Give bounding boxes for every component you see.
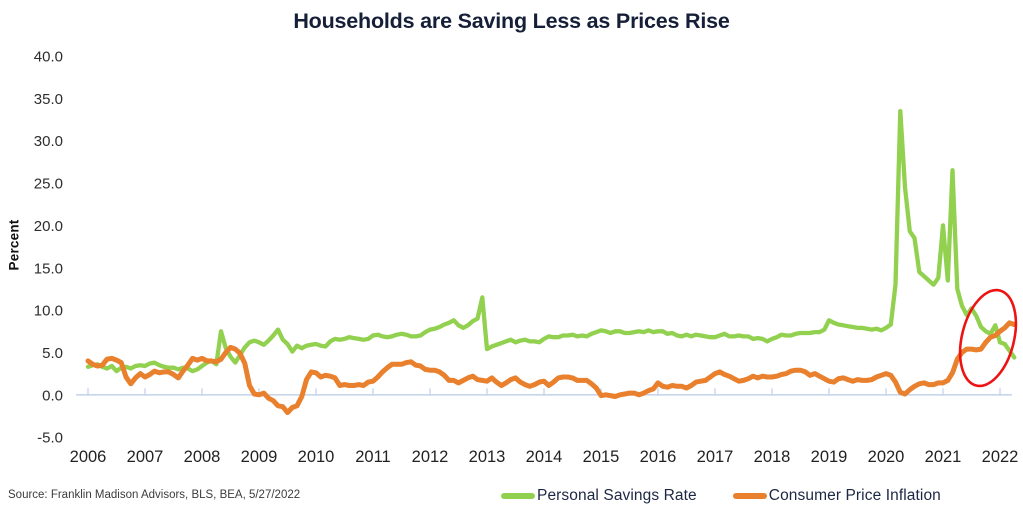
y-tick-label: 40.0	[34, 49, 63, 66]
x-tick-label: 2015	[583, 448, 620, 466]
legend-item-consumer-price-inflation: Consumer Price Inflation	[732, 487, 941, 505]
y-tick-label: 30.0	[34, 133, 63, 150]
legend-label: Personal Savings Rate	[537, 487, 697, 504]
x-tick-label: 2008	[184, 448, 221, 466]
x-tick-label: 2018	[754, 448, 791, 466]
x-tick-label: 2022	[982, 448, 1019, 466]
y-tick-label: 10.0	[34, 303, 63, 320]
y-tick-label: 0.0	[42, 387, 63, 404]
y-tick-label: 5.0	[42, 345, 63, 362]
y-tick-label: -5.0	[37, 430, 63, 447]
x-tick-label: 2010	[298, 448, 335, 466]
x-tick-label: 2012	[412, 448, 449, 466]
x-tick-label: 2019	[811, 448, 848, 466]
x-tick-label: 2011	[355, 448, 390, 466]
x-tick-label: 2007	[127, 448, 164, 466]
x-tick-label: 2021	[925, 448, 962, 466]
legend-line-swatch-orange	[732, 493, 767, 499]
x-tick-label: 2020	[868, 448, 905, 466]
y-tick-label: 35.0	[34, 91, 63, 108]
y-tick-label: 20.0	[34, 218, 63, 235]
series-line-personal-savings-rate	[85, 108, 1017, 374]
x-tick-label: 2016	[640, 448, 677, 466]
chart-legend: Personal Savings Rate Consumer Price Inf…	[501, 487, 941, 505]
x-tick-label: 2013	[469, 448, 506, 466]
y-tick-label: 25.0	[34, 176, 63, 193]
x-tick-label: 2009	[241, 448, 278, 466]
legend-item-personal-savings-rate: Personal Savings Rate	[501, 487, 697, 505]
x-tick-label: 2006	[70, 448, 107, 466]
x-tick-label: 2017	[697, 448, 734, 466]
source-note: Source: Franklin Madison Advisors, BLS, …	[8, 489, 301, 501]
legend-label: Consumer Price Inflation	[768, 487, 941, 504]
crossover-highlight-ellipse	[958, 288, 1018, 388]
chart-title: Households are Saving Less as Prices Ris…	[293, 9, 730, 33]
legend-line-swatch-green	[501, 493, 535, 499]
x-tick-label: 2014	[526, 448, 563, 466]
series-line-consumer-price-inflation	[85, 320, 1017, 416]
y-tick-label: 15.0	[34, 260, 63, 277]
